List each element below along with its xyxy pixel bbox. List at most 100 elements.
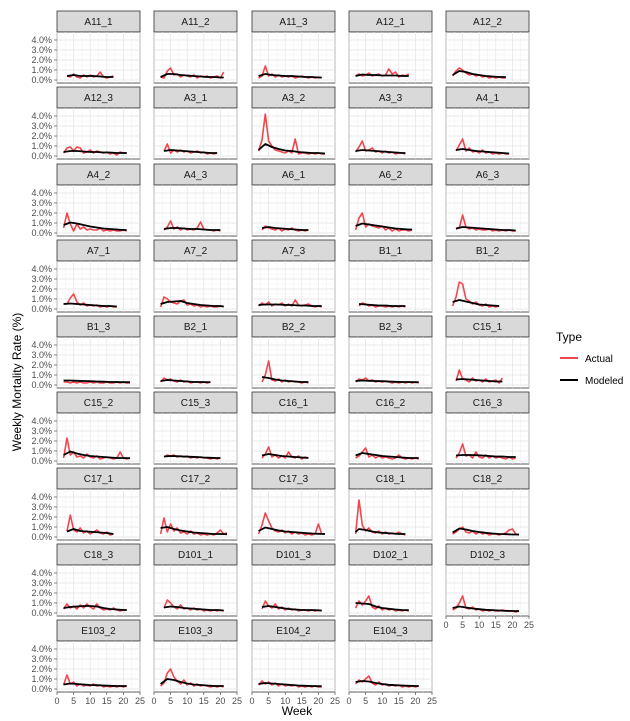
facet-strip-label: C15_2: [84, 398, 114, 409]
y-tick-label: 4.0%: [31, 644, 52, 654]
facet-panel: C18_1: [348, 467, 433, 541]
facet-panel: E103_2 0.0%1.0%2.0%3.0%4.0% 0 5 10 15 20 25: [31, 619, 145, 706]
x-tick-label: 0: [249, 696, 254, 706]
facet-strip-label: C18_1: [376, 474, 406, 485]
legend: Type Actual Modeled: [556, 330, 623, 387]
series-modeled-line: [257, 143, 326, 155]
y-tick-label: 1.0%: [31, 446, 52, 456]
facet-panel: C16_2: [348, 391, 433, 465]
facet-strip-label: A12_2: [473, 17, 502, 28]
y-tick-label: 3.0%: [31, 350, 52, 360]
facet-panel: E104_3 0 5 10 15 20 25: [346, 619, 437, 706]
x-tick-label: 20: [507, 620, 517, 630]
facet-panel: A3_1: [153, 86, 238, 160]
y-tick-label: 4.0%: [31, 111, 52, 121]
facet-strip-label: B2_2: [282, 322, 306, 333]
facet-panel: B1_2: [445, 239, 530, 313]
series-modeled-line: [163, 227, 221, 231]
series-modeled-line: [160, 300, 224, 308]
facet-strip-label: A6_2: [379, 170, 403, 181]
series-modeled-line: [355, 528, 406, 535]
facet-strip-label: D101_3: [276, 550, 311, 561]
facet-panel: C15_1: [445, 315, 530, 389]
facet-panel: A3_3: [348, 86, 433, 160]
y-tick-label: 2.0%: [31, 664, 52, 674]
series-modeled-line: [355, 73, 409, 77]
y-tick-label: 2.0%: [31, 436, 52, 446]
y-tick-label: 2.0%: [31, 512, 52, 522]
facet-strip-label: A4_3: [184, 170, 208, 181]
facet-panel: A7_1 0.0%1.0%2.0%3.0%4.0%: [31, 239, 141, 314]
series-modeled-line: [163, 149, 218, 154]
y-tick-label: 3.0%: [31, 578, 52, 588]
y-tick-label: 4.0%: [31, 340, 52, 350]
series-modeled-line: [455, 454, 516, 458]
y-tick-label: 1.0%: [31, 218, 52, 228]
series-modeled-line: [455, 148, 510, 155]
facet-strip-label: B2_3: [379, 322, 403, 333]
facet-strip-label: E103_2: [81, 626, 116, 637]
x-tick-label: 25: [232, 696, 242, 706]
facet-strip-label: E104_3: [373, 626, 408, 637]
facet-strip-label: C17_2: [181, 474, 211, 485]
facet-panel: B1_1: [348, 239, 433, 313]
y-tick-label: 0.0%: [31, 532, 52, 542]
x-tick-label: 15: [102, 696, 112, 706]
facet-strip-label: D102_3: [470, 550, 505, 561]
series-modeled-line: [160, 678, 224, 687]
facet-strip-label: E104_2: [276, 626, 311, 637]
series-modeled-line: [452, 605, 519, 612]
x-tick-label: 20: [410, 696, 420, 706]
facet-panel: A12_1: [348, 10, 433, 84]
x-tick-label: 5: [460, 620, 465, 630]
x-tick-label: 25: [427, 696, 437, 706]
x-tick-label: 20: [118, 696, 128, 706]
y-tick-label: 4.0%: [31, 264, 52, 274]
y-tick-label: 0.0%: [31, 228, 52, 238]
facet-panel: C18_3 0.0%1.0%2.0%3.0%4.0%: [31, 543, 141, 618]
facet-panel: B2_3: [348, 315, 433, 389]
x-tick-label: 0: [346, 696, 351, 706]
y-tick-label: 0.0%: [31, 380, 52, 390]
facet-strip-label: C15_3: [181, 398, 211, 409]
y-tick-label: 1.0%: [31, 598, 52, 608]
series-modeled-line: [163, 455, 221, 459]
y-tick-label: 1.0%: [31, 294, 52, 304]
y-tick-label: 4.0%: [31, 35, 52, 45]
facet-strip-label: C16_3: [473, 398, 503, 409]
facet-strip-label: B1_3: [87, 322, 111, 333]
y-tick-label: 3.0%: [31, 121, 52, 131]
y-tick-label: 0.0%: [31, 684, 52, 694]
x-tick-label: 20: [313, 696, 323, 706]
x-tick-label: 25: [135, 696, 145, 706]
x-tick-label: 10: [182, 696, 192, 706]
facet-panel: C16_3: [445, 391, 530, 465]
facet-panel: A7_2: [153, 239, 238, 313]
series-modeled-line: [355, 452, 419, 459]
facet-panel: D102_1: [348, 543, 433, 617]
series-modeled-line: [355, 222, 413, 231]
facet-panel: C16_1: [251, 391, 336, 465]
y-tick-label: 1.0%: [31, 370, 52, 380]
y-tick-label: 4.0%: [31, 492, 52, 502]
facet-panel: D101_3: [251, 543, 336, 617]
facet-strip-label: A4_1: [476, 93, 500, 104]
series-modeled-line: [63, 221, 127, 231]
facet-panel: C18_2: [445, 467, 530, 541]
facet-panel: A4_2 0.0%1.0%2.0%3.0%4.0%: [31, 163, 141, 238]
series-modeled-line: [66, 74, 114, 78]
facet-panel: A11_1 0.0%1.0%2.0%3.0%4.0%: [31, 10, 141, 85]
legend-modeled-label: Modeled: [585, 376, 623, 387]
facet-strip-label: B2_1: [184, 322, 208, 333]
series-modeled-line: [355, 602, 409, 612]
facet-panel: C17_2: [153, 467, 238, 541]
y-tick-label: 4.0%: [31, 416, 52, 426]
x-tick-label: 5: [168, 696, 173, 706]
facet-panel: D101_1: [153, 543, 238, 617]
series-modeled-line: [355, 680, 419, 687]
facet-panel: A4_1: [445, 86, 530, 160]
y-tick-label: 1.0%: [31, 65, 52, 75]
y-tick-label: 3.0%: [31, 198, 52, 208]
facet-panel: A6_2: [348, 163, 433, 237]
series-actual-line: [451, 281, 500, 308]
